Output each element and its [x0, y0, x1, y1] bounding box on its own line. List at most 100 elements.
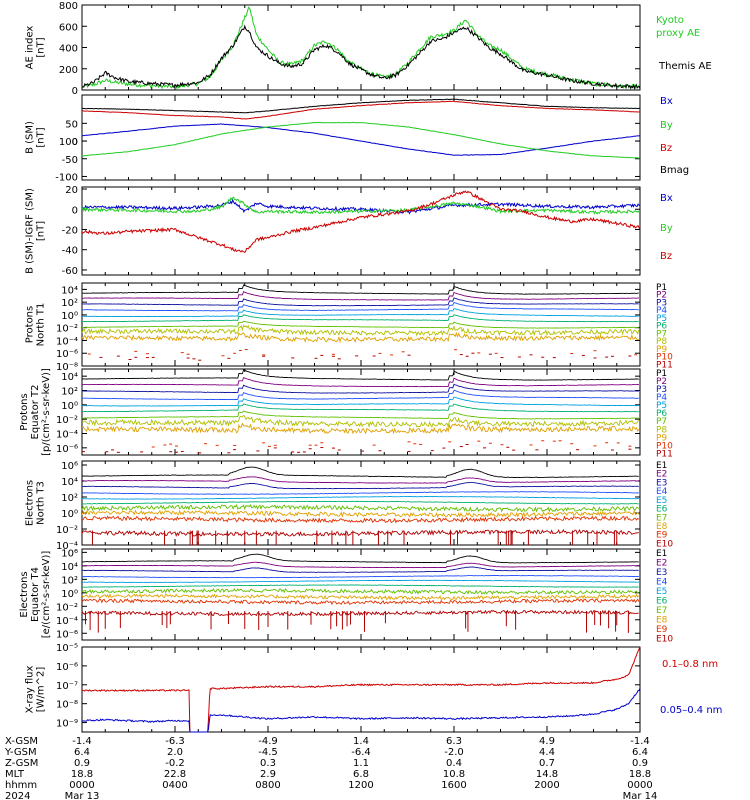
y-tick-label: 10⁴ [61, 562, 78, 573]
legend-e10: E10 [656, 539, 673, 549]
x-axis-value: -6.3 [165, 736, 185, 747]
y-tick-label: 10⁻⁶ [56, 662, 78, 673]
channel-e4 [81, 491, 639, 495]
x-axis-value: 6.4 [632, 747, 648, 758]
x-axis-value: -2.0 [444, 747, 464, 758]
panel-4: 10⁴ 10² 10⁰ 10⁻²10⁻⁴ 10⁻⁶ 10⁻⁸ Protons North T1… [25, 282, 673, 373]
y-tick-label: 100 [59, 137, 78, 148]
y-tick-label: 10⁻⁸ [56, 700, 78, 711]
panel-frame [81, 94, 641, 181]
x-row-label: hhmm [5, 780, 37, 791]
y-tick-label: 10² [61, 575, 78, 586]
series-0-05-0-4-nm [81, 687, 641, 733]
channel-p10 [87, 348, 638, 357]
channel-p7 [81, 410, 639, 420]
channel-p6 [81, 403, 639, 413]
channel-e2 [81, 561, 639, 569]
legend-e8: E8 [656, 522, 668, 532]
legend-e2: E2 [656, 470, 667, 480]
channel-p10 [151, 440, 632, 448]
x-axis-value: 1.4 [353, 736, 369, 747]
x-axis-value: 0.7 [539, 758, 555, 769]
x-axis-value: 6.3 [446, 736, 462, 747]
channel-p1 [81, 369, 639, 381]
y-axis-label: [nT] [36, 127, 47, 147]
panel-frame [81, 186, 641, 276]
legend-e6: E6 [656, 505, 668, 515]
legend-bmag: Bmag [660, 165, 689, 176]
channel-p9 [81, 422, 640, 435]
x-axis-value: -4.5 [258, 747, 278, 758]
y-axis-label: Electrons [25, 480, 36, 526]
y-tick-label: 10⁻⁶ [56, 349, 78, 360]
x-axis-value: 10.8 [443, 769, 465, 780]
legend-xray-short: 0.05–0.4 nm [660, 705, 722, 716]
channel-p2 [81, 291, 639, 301]
x-axis-value: Mar 14 [623, 791, 658, 800]
x-axis-value: 0400 [162, 780, 187, 791]
y-axis-label: AE index [25, 26, 36, 70]
y-tick-label: 0 [72, 205, 78, 216]
y-tick-label: 10⁻² [56, 415, 78, 426]
y-tick-label: 10⁻⁷ [56, 681, 78, 692]
legend-p1: P1 [656, 283, 667, 293]
y-tick-label: 10⁻² [56, 525, 78, 536]
y-tick-label: 10⁻⁴ [56, 336, 78, 347]
y-axis-label: Equator T4 [30, 567, 41, 622]
x-row-label: 2024 [5, 791, 30, 800]
channel-p8 [82, 414, 640, 428]
panel-3: -60 -40 -20 0 20 B (SM)-IGRF (SM) [nT] Bx By Bz [25, 185, 673, 277]
y-axis-label: North T3 [36, 481, 47, 525]
y-axis-label: Equator T2 [30, 385, 41, 440]
y-axis-label: B (SM)-IGRF (SM) [25, 188, 36, 274]
y-tick-label: 10⁻⁴ [56, 430, 78, 441]
y-tick-label: 10⁰ [61, 589, 78, 600]
y-axis-label: Protons [19, 393, 30, 430]
y-tick-label: -50 [62, 155, 78, 166]
y-tick-label: 10⁻⁴ [56, 616, 78, 627]
panel-2: -100 -50 0 50 100 B (SM) [nT] Bx By Bz Bmag [25, 94, 689, 183]
x-axis-value: 18.8 [629, 769, 651, 780]
x-axis-value: 0.4 [446, 758, 462, 769]
y-tick-label: 10² [61, 493, 78, 504]
y-axis-label: [p/(cm²-s-sr-keV)] [41, 368, 52, 456]
channel-p4 [81, 389, 639, 401]
y-tick-label: 10⁰ [61, 509, 78, 520]
legend-xray-long: 0.1–0.8 nm [662, 659, 718, 670]
y-axis-label: X-ray flux [25, 665, 36, 713]
y-axis-label: [nT] [36, 221, 47, 241]
legend-e4: E4 [656, 487, 668, 497]
channel-e5 [81, 495, 639, 500]
series-kyoto-proxy-ae [81, 6, 641, 91]
channel-e10 [81, 528, 639, 537]
legend-themis-ae: Themis AE [658, 61, 712, 72]
channel-e8 [81, 509, 640, 519]
y-tick-label: 10⁻⁴ [56, 541, 78, 552]
y-tick-label: 10⁰ [61, 401, 78, 412]
legend-p10: P10 [656, 441, 673, 451]
legend-bz: Bz [660, 143, 672, 154]
channel-e5 [81, 579, 639, 583]
channel-e6 [82, 500, 639, 505]
x-axis-value: 0800 [255, 780, 280, 791]
channel-p1 [81, 284, 639, 295]
y-tick-label: 10² [61, 298, 78, 309]
panel-1: 0 200 400 600 800 AE index [nT] Kyoto proxy AE Th… [25, 1, 712, 97]
y-tick-label: -20 [62, 225, 78, 236]
legend-p9: P9 [656, 345, 667, 355]
channel-p2 [81, 377, 639, 388]
legend-p8: P8 [656, 337, 667, 347]
y-axis-label: B (SM) [25, 121, 36, 154]
legend-p6: P6 [656, 322, 667, 332]
x-axis-value: 14.8 [536, 769, 558, 780]
y-tick-label: 10⁻⁹ [56, 719, 78, 730]
legend-p7: P7 [656, 329, 667, 339]
x-axis-value: -1.4 [72, 736, 92, 747]
y-tick-label: 10⁻⁶ [56, 444, 78, 455]
panel-5: 10⁴ 10² 10⁰ 10⁻² 10⁻⁴ 10⁻⁶ Protons Equator T2 [p… [19, 368, 673, 459]
y-tick-label: 0 [72, 137, 78, 148]
legend-p2: P2 [656, 377, 667, 387]
series-bz [81, 100, 641, 120]
y-tick-label: -40 [62, 246, 78, 257]
y-tick-label: 10⁶ [61, 461, 78, 472]
